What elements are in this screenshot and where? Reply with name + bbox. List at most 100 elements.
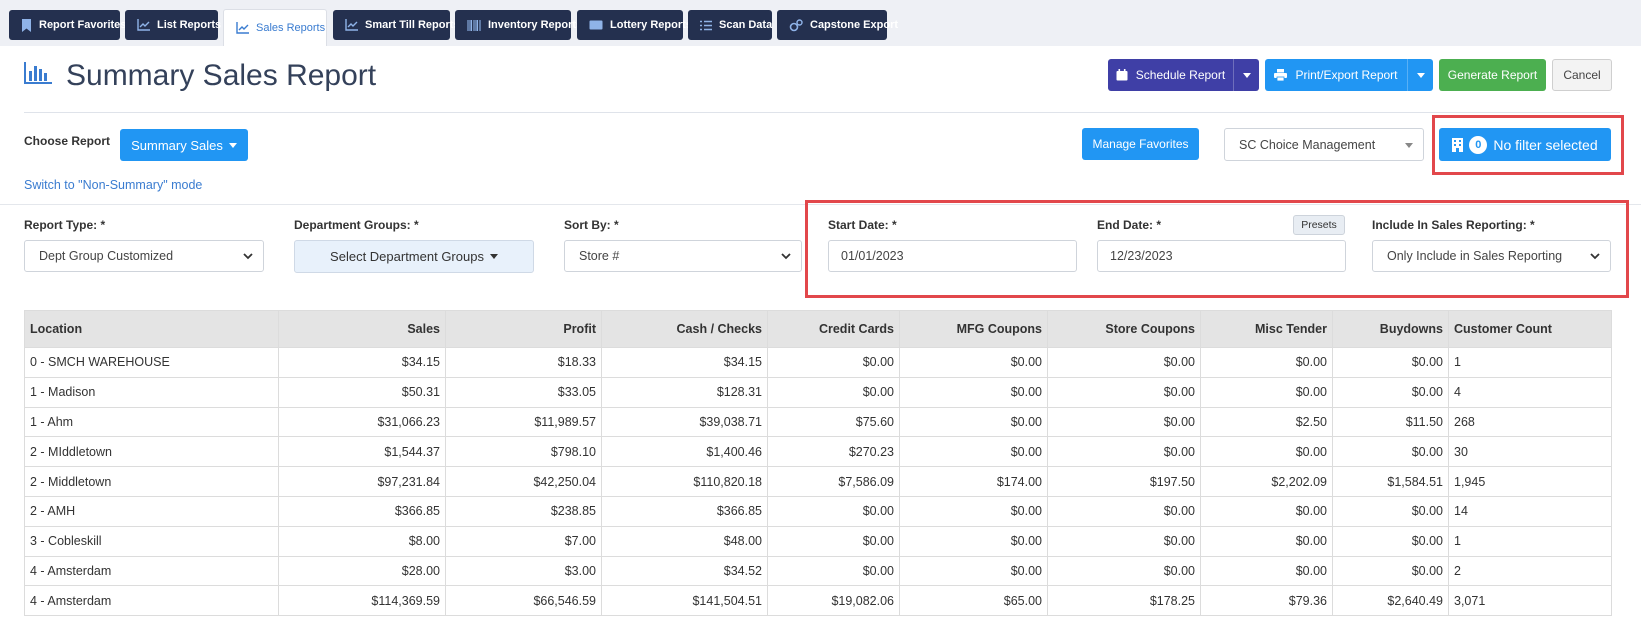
manage-favorites-button[interactable]: Manage Favorites [1082, 128, 1199, 160]
chevron-down-icon [1590, 253, 1600, 260]
cell-sales: $50.31 [278, 376, 446, 408]
cell-store-coupons: $0.00 [1047, 436, 1201, 468]
line-chart-icon [236, 22, 249, 34]
cell-customer-count: 1 [1448, 347, 1612, 378]
sort-by-select[interactable]: Store # [564, 240, 802, 272]
manage-favorites-label: Manage Favorites [1092, 137, 1189, 151]
cell-cash-checks: $34.15 [601, 347, 768, 378]
column-header-store-coupons[interactable]: Store Coupons [1047, 310, 1201, 348]
cell-misc-tender: $0.00 [1200, 555, 1333, 587]
cell-credit-cards: $0.00 [767, 495, 900, 527]
table-row: 2 - Middletown $97,231.84 $42,250.04 $110,8… [24, 466, 1612, 497]
cell-sales: $8.00 [278, 525, 446, 557]
column-header-customer-count[interactable]: Customer Count [1448, 310, 1612, 348]
cell-location: 2 - AMH [24, 495, 279, 527]
caret-down-icon [1405, 143, 1413, 148]
report-type-select[interactable]: Dept Group Customized [24, 240, 264, 272]
cell-credit-cards: $0.00 [767, 525, 900, 557]
end-date-label: End Date: * [1097, 218, 1162, 232]
tab-inventory-reports[interactable]: Inventory Reports [455, 10, 582, 40]
tab-sales-reports[interactable]: Sales Reports [223, 9, 327, 46]
cell-cash-checks: $39,038.71 [601, 406, 768, 438]
schedule-report-button[interactable]: Schedule Report [1108, 59, 1259, 91]
table-row: 0 - SMCH WAREHOUSE $34.15 $18.33 $34.15 $0.0… [24, 347, 1612, 378]
include-sales-reporting-select[interactable]: Only Include in Sales Reporting [1372, 240, 1611, 272]
cell-sales: $34.15 [278, 347, 446, 378]
cell-store-coupons: $0.00 [1047, 495, 1201, 527]
column-header-cash-checks[interactable]: Cash / Checks [601, 310, 768, 348]
tab-label: Scan Data [719, 19, 773, 31]
cell-mfg-coupons: $0.00 [899, 495, 1048, 527]
cell-mfg-coupons: $0.00 [899, 347, 1048, 378]
start-date-input[interactable] [828, 240, 1077, 272]
barcode-icon [467, 19, 481, 31]
caret-down-icon [1416, 72, 1425, 78]
cell-sales: $366.85 [278, 495, 446, 527]
cell-cash-checks: $141,504.51 [601, 585, 768, 617]
cell-misc-tender: $0.00 [1200, 347, 1333, 378]
cell-store-coupons: $0.00 [1047, 376, 1201, 408]
start-date-label: Start Date: * [828, 218, 897, 232]
cell-credit-cards: $19,082.06 [767, 585, 900, 617]
calendar-icon [1116, 69, 1128, 81]
end-date-input[interactable] [1097, 240, 1346, 272]
tab-label: Report Favorites [39, 19, 127, 31]
tab-smart-till-reports[interactable]: Smart Till Reports [333, 10, 460, 40]
tab-label: Inventory Reports [488, 19, 583, 31]
company-select[interactable]: SC Choice Management [1224, 128, 1424, 161]
cell-customer-count: 4 [1448, 376, 1612, 408]
cell-location: 0 - SMCH WAREHOUSE [24, 347, 279, 378]
column-header-profit[interactable]: Profit [445, 310, 602, 348]
column-header-sales[interactable]: Sales [278, 310, 446, 348]
cell-profit: $238.85 [445, 495, 602, 527]
cell-mfg-coupons: $174.00 [899, 466, 1048, 497]
generate-report-button[interactable]: Generate Report [1439, 59, 1546, 91]
table-row: 4 - Amsterdam $28.00 $3.00 $34.52 $0.00 $0.00… [24, 555, 1612, 587]
tab-capstone-export[interactable]: Capstone Export [777, 10, 898, 40]
report-type-label: Report Type: * [24, 218, 106, 232]
ticket-icon [589, 20, 603, 30]
table-body: 0 - SMCH WAREHOUSE $34.15 $18.33 $34.15 $0.0… [24, 347, 1612, 617]
tab-lottery-reports[interactable]: Lottery Reports [577, 10, 692, 40]
list-icon [700, 20, 712, 30]
table-header-row: Location Sales Profit Cash / Checks Credit C… [24, 310, 1612, 348]
cell-buydowns: $0.00 [1332, 436, 1449, 468]
column-header-credit-cards[interactable]: Credit Cards [767, 310, 900, 348]
switch-non-summary-link[interactable]: Switch to "Non-Summary" mode [24, 178, 203, 192]
cell-misc-tender: $2,202.09 [1200, 466, 1333, 497]
cell-misc-tender: $0.00 [1200, 525, 1333, 557]
cell-store-coupons: $0.00 [1047, 347, 1201, 378]
cell-credit-cards: $270.23 [767, 436, 900, 468]
cell-mfg-coupons: $0.00 [899, 436, 1048, 468]
schedule-report-label: Schedule Report [1135, 68, 1226, 82]
print-export-dropdown-toggle[interactable] [1407, 59, 1433, 91]
print-export-report-button[interactable]: Print/Export Report [1265, 59, 1433, 91]
cell-mfg-coupons: $0.00 [899, 525, 1048, 557]
column-header-mfg-coupons[interactable]: MFG Coupons [899, 310, 1048, 348]
store-filter-button[interactable]: 0 No filter selected [1439, 128, 1611, 161]
summary-sales-dropdown-button[interactable]: Summary Sales [120, 129, 248, 161]
building-icon [1452, 137, 1464, 152]
schedule-report-dropdown-toggle[interactable] [1233, 59, 1259, 91]
cell-cash-checks: $128.31 [601, 376, 768, 408]
choose-report-label: Choose Report [24, 134, 111, 148]
cell-buydowns: $2,640.49 [1332, 585, 1449, 617]
cell-cash-checks: $48.00 [601, 525, 768, 557]
cell-sales: $114,369.59 [278, 585, 446, 617]
page-title: Summary Sales Report [66, 59, 377, 92]
filters-divider [0, 204, 1641, 205]
tab-report-favorites[interactable]: Report Favorites [9, 10, 126, 40]
table-row: 4 - Amsterdam $114,369.59 $66,546.59 $141,5… [24, 585, 1612, 617]
table-row: 1 - Ahm $31,066.23 $11,989.57 $39,038.71 $75… [24, 406, 1612, 438]
column-header-buydowns[interactable]: Buydowns [1332, 310, 1449, 348]
filter-count-badge: 0 [1469, 135, 1488, 154]
tab-label: List Reports [157, 19, 222, 31]
select-department-groups-button[interactable]: Select Department Groups [294, 240, 534, 273]
table-row: 1 - Madison $50.31 $33.05 $128.31 $0.00 $0.00… [24, 376, 1612, 408]
date-presets-button[interactable]: Presets [1293, 215, 1345, 235]
cancel-button[interactable]: Cancel [1552, 59, 1612, 91]
tab-scan-data[interactable]: Scan Data [688, 10, 772, 40]
column-header-misc-tender[interactable]: Misc Tender [1200, 310, 1333, 348]
column-header-location[interactable]: Location [24, 310, 279, 348]
tab-list-reports[interactable]: List Reports [125, 10, 222, 40]
